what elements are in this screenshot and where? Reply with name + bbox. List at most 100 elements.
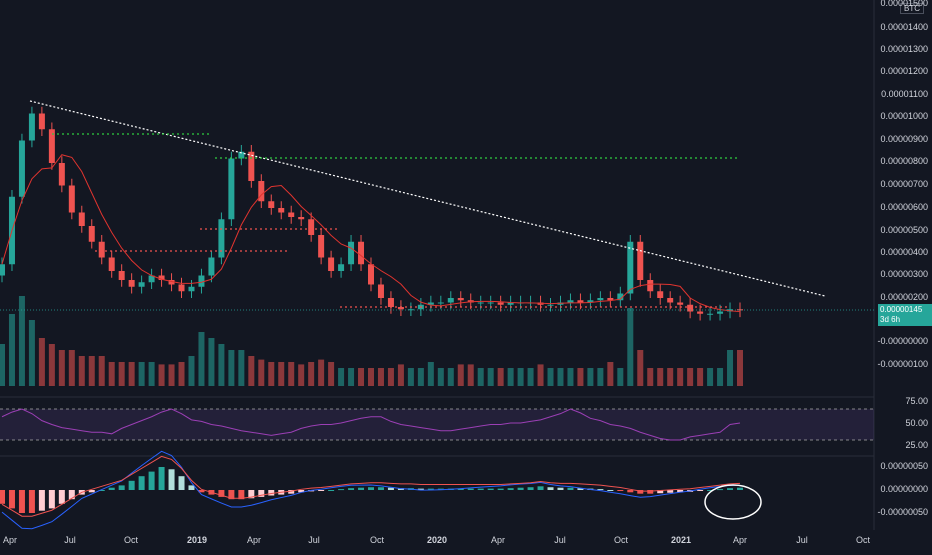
trend-line: [29, 100, 826, 297]
volume-bar: [377, 368, 384, 386]
volume-bar: [407, 368, 414, 386]
candle-body: [427, 302, 434, 305]
candle-body: [208, 257, 215, 276]
candle-body: [387, 298, 394, 307]
candle-body: [577, 300, 584, 303]
volume-bar: [158, 364, 165, 386]
candle-body: [248, 151, 255, 181]
candle-body: [477, 302, 484, 304]
macd-histogram-bar: [88, 490, 95, 493]
time-tick-label: Apr: [732, 535, 748, 545]
macd-histogram-bar: [647, 490, 654, 494]
time-tick-label: Apr: [490, 535, 506, 545]
candle-body: [308, 219, 315, 235]
macd-histogram-bar: [607, 490, 614, 491]
volume-bar: [627, 308, 634, 386]
price-tick-label: -0.00000100: [877, 359, 928, 369]
volume-bar: [687, 368, 694, 386]
candle-body: [547, 304, 554, 306]
volume-bar: [477, 368, 484, 386]
volume-bar: [238, 350, 245, 386]
time-tick-label: Apr: [2, 535, 18, 545]
volume-bar: [338, 368, 345, 386]
macd-histogram-bar: [717, 489, 724, 491]
macd-histogram-bar: [517, 487, 524, 490]
candle-body: [168, 280, 175, 285]
time-tick-label: Oct: [855, 535, 871, 545]
macd-histogram-bar: [248, 490, 255, 499]
macd-histogram-bar: [657, 490, 664, 494]
candle-body: [487, 302, 494, 304]
time-tick-label: Jul: [554, 535, 566, 545]
volume-bar: [358, 368, 365, 386]
volume-bar: [517, 368, 524, 386]
macd-histogram-bar: [58, 490, 65, 504]
price-tick-label: -0.00000000: [877, 336, 928, 346]
price-tick-label: 0.00000800: [880, 156, 928, 166]
candle-body: [657, 291, 664, 298]
volume-bar: [657, 368, 664, 386]
macd-histogram-bar: [118, 485, 125, 490]
candle-body: [637, 241, 644, 280]
macd-histogram-bar: [268, 490, 275, 496]
volume-bar: [567, 368, 574, 386]
volume-bar: [527, 368, 534, 386]
candle-body: [218, 219, 225, 258]
candle-body: [407, 309, 414, 311]
volume-bar: [417, 368, 424, 386]
candle-body: [567, 300, 574, 303]
volume-bar: [617, 368, 624, 386]
price-tick-label: 0.00000400: [880, 247, 928, 257]
candle-body: [108, 257, 115, 271]
macd-histogram-bar: [38, 490, 45, 511]
macd-histogram-bar: [158, 467, 165, 490]
price-tick-label: 0.00000200: [880, 292, 928, 302]
macd-histogram-bar: [427, 488, 434, 490]
volume-bar: [18, 296, 25, 386]
volume-bar: [697, 368, 704, 386]
volume-bar: [168, 364, 175, 386]
candle-body: [278, 208, 285, 213]
macd-histogram-bar: [597, 489, 604, 491]
candle-body: [697, 311, 704, 314]
volume-bar: [188, 356, 195, 386]
candle-body: [98, 241, 105, 258]
macd-histogram-bar: [18, 490, 25, 513]
macd-histogram-bar: [218, 490, 225, 497]
volume-bar: [108, 362, 115, 386]
candle-body: [597, 298, 604, 301]
time-tick-label: Oct: [123, 535, 139, 545]
candle-body: [128, 280, 135, 287]
macd-histogram-bar: [487, 488, 494, 490]
macd-histogram-bar: [677, 490, 684, 493]
macd-histogram-bar: [358, 487, 365, 490]
candle-body: [288, 212, 295, 217]
candle-body: [627, 241, 634, 294]
candle-body: [667, 298, 674, 303]
price-tick-label: 0.00001300: [880, 44, 928, 54]
volume-bar: [138, 362, 145, 386]
volume-bar: [387, 368, 394, 386]
macd-histogram-bar: [228, 490, 235, 500]
currency-tag: BTC: [900, 3, 924, 14]
volume-bar: [8, 314, 15, 386]
candle-body: [497, 302, 504, 305]
macd-histogram-bar: [537, 486, 544, 490]
macd-histogram-bar: [188, 485, 195, 490]
macd-histogram-bar: [637, 490, 644, 494]
macd-histogram-bar: [318, 490, 325, 491]
macd-histogram-bar: [328, 490, 335, 491]
rsi-band: [0, 409, 874, 440]
candle-body: [158, 275, 165, 280]
moving-average-line: [1, 154, 741, 313]
volume-bar: [248, 356, 255, 386]
macd-histogram-bar: [507, 488, 514, 490]
macd-histogram-bar: [28, 490, 35, 513]
macd-histogram-bar: [108, 487, 115, 490]
volume-bar: [218, 344, 225, 386]
macd-histogram-bar: [547, 487, 554, 490]
macd-histogram-bar: [128, 480, 135, 490]
macd-histogram-bar: [138, 476, 145, 490]
price-tick-label: 0.00000500: [880, 225, 928, 235]
